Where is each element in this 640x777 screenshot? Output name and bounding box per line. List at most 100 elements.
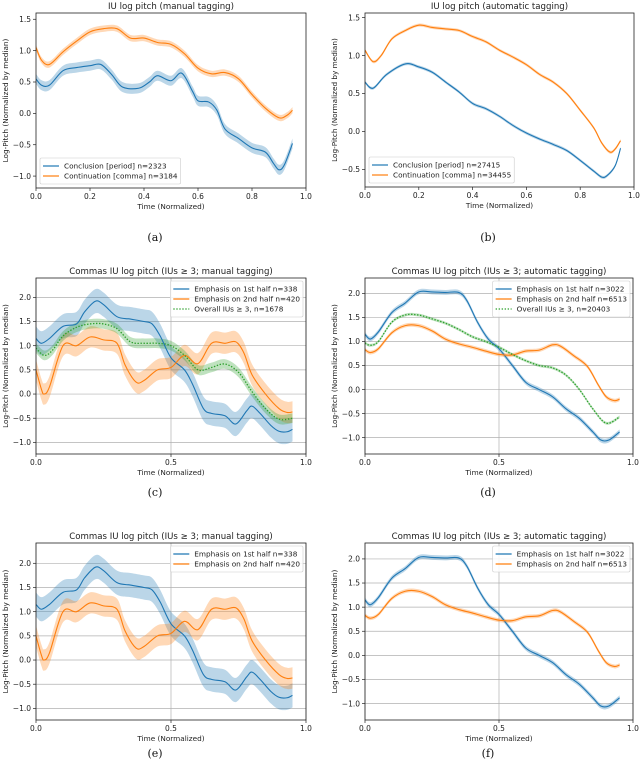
series-line-0	[36, 566, 293, 699]
y-tick-label: 0.5	[348, 627, 360, 636]
y-tick-label: 0.0	[19, 109, 31, 118]
x-tick-label: 0.0	[359, 191, 371, 200]
x-tick-label: 1.0	[627, 724, 639, 733]
series-line-1	[365, 24, 622, 153]
chart-f: 0.0 0.5 1.0 −1.0 −0.5 0.0 0.5 1.0 1.5 2.0 Commas I…	[330, 532, 639, 760]
legend-label-0: Conclusion [period] n=2323	[64, 162, 167, 171]
x-tick-label: 1.0	[628, 191, 640, 200]
x-tick-label: 0.8	[246, 192, 258, 201]
x-tick-label: 0.5	[165, 458, 177, 467]
confidence-band-1	[365, 588, 620, 669]
y-tick-label: −0.5	[342, 675, 360, 684]
y-tick-label: 0.0	[19, 656, 31, 665]
legend-label-0: Emphasis on 1st half n=338	[194, 550, 297, 559]
y-axis-label: Log-Pitch (Normalized by median)	[1, 38, 10, 162]
y-tick-label: 0.5	[348, 361, 360, 370]
x-tick-label: 0.6	[192, 192, 204, 201]
confidence-band-0	[36, 58, 293, 175]
y-tick-label: 2.0	[348, 555, 360, 564]
legend-box	[169, 280, 304, 318]
x-tick-label: 1.0	[627, 458, 639, 467]
y-tick-label: −1.0	[13, 172, 31, 181]
x-tick-label: 0.0	[30, 192, 42, 201]
confidence-band-2	[36, 318, 293, 425]
chart-a: 0.0 0.2 0.4 0.6 0.8 1.0 −1.0 −0.5 0.0 0.5 1.0 1.5 IU…	[1, 2, 312, 244]
confidence-band-0	[36, 554, 293, 711]
legend-box	[39, 157, 181, 185]
legend-label-0: Conclusion [period] n=27415	[393, 161, 500, 170]
y-tick-label: −1.0	[342, 433, 360, 442]
series-line-0	[36, 63, 294, 171]
legend-label-0: Emphasis on 1st half n=338	[194, 285, 297, 294]
series-line-0	[36, 300, 293, 433]
y-axis-label: Log-Pitch (Normalized by median)	[330, 304, 339, 428]
panel-caption: (d)	[480, 486, 496, 499]
y-tick-label: 1.5	[19, 15, 31, 24]
y-axis-label: Log-Pitch (Normalized by median)	[1, 569, 10, 693]
confidence-band-1	[36, 326, 293, 424]
chart-c: 0.0 0.5 1.0 −1.0 −0.5 0.0 0.5 1.0 1.5 2.0 Commas I…	[1, 267, 312, 499]
x-tick-label: 0.5	[493, 724, 505, 733]
series-line-1	[36, 336, 293, 414]
series-line-1	[365, 324, 620, 402]
y-tick-label: 0.5	[19, 632, 31, 641]
y-tick-label: 1.0	[348, 51, 360, 60]
chart-title: Commas IU log pitch (IUs ≥ 3; manual tag…	[69, 267, 273, 277]
x-axis-label: Time (Normalized)	[136, 468, 204, 477]
series-line-2	[365, 313, 620, 425]
legend-label-1: Emphasis on 2nd half n=420	[194, 560, 300, 569]
y-tick-label: −0.5	[342, 409, 360, 418]
chart-e: 0.0 0.5 1.0 −1.0 −0.5 0.0 0.5 1.0 1.5 2.0 Commas I…	[1, 532, 312, 760]
legend-box	[492, 280, 631, 318]
y-tick-label: 0.5	[348, 89, 360, 98]
plot-area	[365, 288, 620, 444]
confidence-band-1	[365, 322, 620, 403]
y-tick-label: 1.5	[348, 313, 360, 322]
axes-frame	[364, 12, 635, 188]
x-tick-label: 1.0	[300, 724, 312, 733]
x-axis-label: Time (Normalized)	[136, 202, 204, 211]
legend-label-2: Overall IUs ≥ 3, n=1678	[194, 305, 283, 314]
y-tick-label: 1.5	[19, 317, 31, 326]
y-tick-label: −1.0	[13, 704, 31, 713]
legend-box	[368, 156, 515, 184]
x-tick-label: 0.4	[138, 192, 150, 201]
y-tick-label: 1.0	[19, 607, 31, 616]
chart-title: IU log pitch (automatic tagging)	[431, 2, 568, 12]
x-axis-label: Time (Normalized)	[465, 201, 533, 210]
legend-box	[492, 545, 631, 573]
y-tick-label: 1.5	[348, 13, 360, 22]
chart-title: Commas IU log pitch (IUs ≥ 3; manual tag…	[69, 532, 273, 542]
x-tick-label: 0.0	[359, 724, 371, 733]
legend-label-1: Continuation [comma] n=3184	[64, 172, 178, 181]
panel-caption: (b)	[480, 231, 496, 244]
y-tick-label: −1.0	[13, 438, 31, 447]
plot-area	[365, 23, 622, 180]
chart-title: Commas IU log pitch (IUs ≥ 3; automatic …	[392, 267, 607, 277]
y-tick-label: 1.0	[348, 337, 360, 346]
y-tick-label: 0.0	[19, 390, 31, 399]
legend-label-1: Emphasis on 2nd half n=6513	[517, 295, 628, 304]
x-tick-label: 0.0	[30, 724, 42, 733]
series-line-1	[365, 589, 620, 668]
y-tick-label: 0.5	[19, 78, 31, 87]
panel-caption: (e)	[147, 747, 162, 760]
x-axis-label: Time (Normalized)	[464, 468, 532, 477]
y-tick-label: 0.0	[348, 127, 360, 136]
confidence-band-1	[36, 592, 293, 690]
plot-area	[36, 288, 293, 445]
chart-title: Commas IU log pitch (IUs ≥ 3; automatic …	[392, 532, 607, 542]
legend-label-2: Overall IUs ≥ 3, n=20403	[517, 305, 611, 314]
x-tick-label: 0.5	[165, 724, 177, 733]
x-tick-label: 0.5	[493, 458, 505, 467]
x-tick-label: 1.0	[300, 458, 312, 467]
y-tick-label: −0.5	[13, 680, 31, 689]
panel-caption: (f)	[482, 747, 495, 760]
legend-label-1: Emphasis on 2nd half n=6513	[517, 560, 628, 569]
